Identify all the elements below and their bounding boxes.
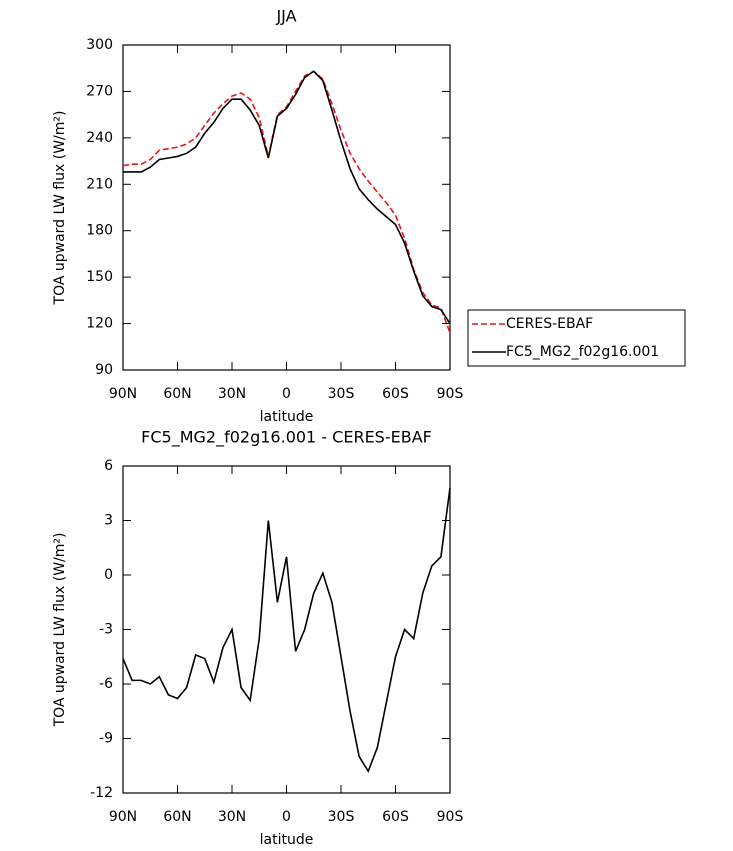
y-tick-label: 3 — [104, 513, 113, 529]
y-tick-label: -6 — [99, 676, 113, 692]
y-tick-label: 6 — [104, 458, 113, 474]
x-tick-label: 60N — [163, 386, 191, 402]
x-tick-label: 90S — [437, 809, 464, 825]
x-axis-label: latitude — [260, 832, 314, 848]
y-axis-label: TOA upward LW flux (W/m²) — [52, 111, 68, 306]
y-tick-label: -3 — [99, 622, 113, 638]
y-tick-label: 300 — [86, 37, 113, 53]
data-line — [123, 70, 451, 325]
y-axis-label: TOA upward LW flux (W/m²) — [52, 533, 68, 728]
data-line — [122, 487, 451, 773]
y-tick-label: 270 — [86, 83, 113, 99]
data-line — [122, 70, 451, 334]
x-tick-label: 60S — [382, 809, 409, 825]
x-tick-label: 90N — [109, 386, 137, 402]
chart-title: FC5_MG2_f02g16.001 - CERES-EBAF — [141, 428, 432, 448]
plot-frame — [122, 44, 451, 371]
x-tick-label: 90N — [109, 809, 137, 825]
x-tick-label: 90S — [437, 386, 464, 402]
chart-title: JJA — [275, 7, 296, 26]
y-tick-label: 240 — [86, 130, 113, 146]
y-tick-label: 0 — [104, 567, 113, 583]
y-tick-label: -9 — [99, 731, 113, 747]
y-tick-label: 90 — [95, 362, 113, 378]
plot-frame — [122, 465, 451, 794]
legend-label: CERES-EBAF — [506, 316, 593, 332]
legend-box — [467, 309, 686, 367]
x-tick-label: 60N — [163, 809, 191, 825]
y-tick-label: 120 — [86, 316, 113, 332]
y-tick-label: -12 — [90, 785, 113, 801]
x-tick-label: 30N — [218, 809, 246, 825]
x-axis-label: latitude — [260, 409, 314, 425]
y-tick-label: 210 — [86, 176, 113, 192]
x-tick-label: 30N — [218, 386, 246, 402]
x-tick-label: 30S — [328, 386, 355, 402]
legend-label: FC5_MG2_f02g16.001 — [506, 344, 659, 360]
x-tick-label: 0 — [282, 386, 291, 402]
x-tick-label: 60S — [382, 386, 409, 402]
x-tick-label: 30S — [328, 809, 355, 825]
x-tick-label: 0 — [282, 809, 291, 825]
y-tick-label: 150 — [86, 269, 113, 285]
y-tick-label: 180 — [86, 223, 113, 239]
